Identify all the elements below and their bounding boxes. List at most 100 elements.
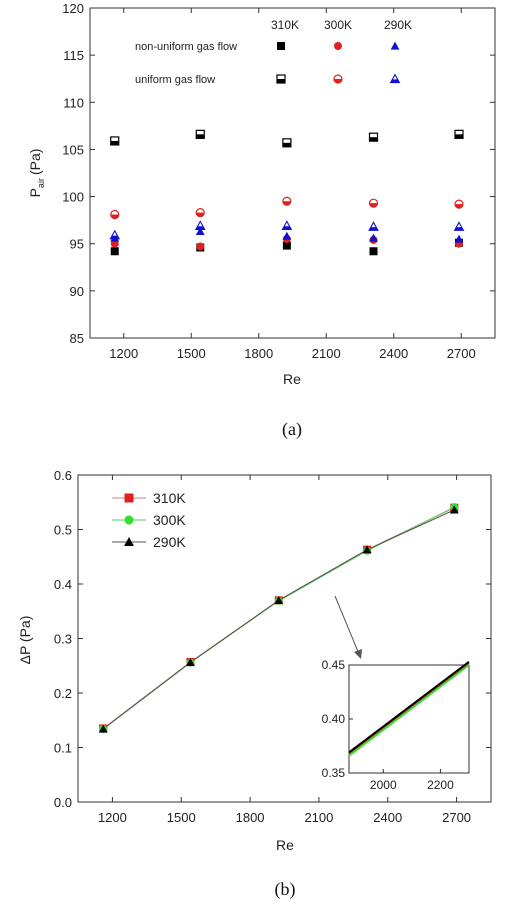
chart-b-y-axis: 0.0 0.1 0.2 0.3 0.4 0.5 0.6	[54, 468, 491, 810]
point-nu310	[369, 247, 378, 256]
point-u300	[110, 209, 120, 220]
legend-col-290k: 290K	[384, 18, 412, 32]
chart-b-legend: 310K 300K 290K	[112, 490, 186, 550]
chart-a-ylabel-main: P	[27, 188, 43, 197]
legend-marker-u310	[276, 74, 286, 84]
chart-b-legend-markers	[112, 493, 146, 547]
legend-col-310k: 310K	[271, 18, 299, 32]
point-nu290	[282, 231, 292, 240]
chart-b-ytick-label: 0.2	[54, 686, 72, 701]
chart-a-xtick-label: 1200	[109, 346, 138, 361]
chart-a-legend: 310K 300K 290K non-uniform gas flow unif…	[135, 18, 412, 86]
legend-marker-nu300	[334, 42, 342, 50]
chart-a-ylabel-sub: air	[36, 178, 46, 188]
chart-b-x-axis: 1200 1500 1800 2100 2400 2700	[98, 475, 471, 825]
legend-marker-u290	[389, 73, 401, 84]
point-u300	[195, 208, 205, 218]
point-nu290	[195, 227, 205, 236]
point-290K	[274, 595, 284, 604]
chart-a-ytick-label: 90	[70, 284, 84, 299]
point-u290	[368, 221, 379, 231]
chart-a-ytick-label: 115	[63, 48, 84, 63]
point-u290	[194, 220, 206, 230]
point-u310	[110, 136, 120, 146]
legend-marker-nu310	[277, 42, 285, 50]
chart-a-y-axis: 85 90 95 100 105 110 115 120	[62, 1, 495, 346]
point-nu290	[454, 234, 464, 243]
chart-b: 0.0 0.1 0.2 0.3 0.4 0.5 0.6 1200 1500 1800 2100 24…	[17, 468, 492, 853]
point-u290	[281, 220, 293, 230]
inset-arrow	[334, 595, 360, 655]
chart-a-xlabel: Re	[283, 371, 301, 387]
chart-b-ytick-label: 0.6	[54, 468, 72, 483]
legend-marker-310K	[124, 493, 134, 503]
point-u310	[195, 129, 205, 139]
point-290K	[98, 724, 108, 733]
chart-a-xtick-label: 2400	[379, 346, 408, 361]
point-nu300	[110, 239, 119, 248]
inset-arrow-head	[354, 649, 362, 659]
point-u300	[454, 199, 464, 209]
caption-b: (b)	[275, 879, 296, 900]
chart-b-ylabel: ΔP (Pa)	[17, 616, 33, 665]
inset-ytick-label: 0.40	[322, 712, 346, 726]
chart-b-ytick-label: 0.3	[54, 632, 72, 647]
legend-marker-nu290	[390, 41, 400, 50]
chart-a-legend-markers	[276, 41, 401, 84]
chart-a-xtick-label: 2100	[312, 346, 341, 361]
legend-marker-300K	[124, 515, 134, 525]
legend-marker-u300	[333, 74, 343, 84]
legend-b-300k: 300K	[153, 512, 186, 528]
point-nu310	[110, 247, 119, 256]
chart-b-ytick-label: 0.0	[54, 795, 72, 810]
chart-b-xtick-label: 1800	[236, 810, 265, 825]
chart-a-xtick-label: 1800	[244, 346, 273, 361]
chart-b-ytick-label: 0.4	[54, 577, 72, 592]
chart-a-ytick-label: 105	[62, 142, 84, 157]
chart-b-xtick-label: 2700	[442, 810, 471, 825]
point-u290	[453, 221, 465, 231]
inset-ytick-label: 0.45	[322, 658, 346, 672]
point-u300	[368, 198, 379, 208]
chart-a-x-axis: 1200 1500 1800 2100 2400 2700	[109, 8, 476, 361]
chart-a: 85 90 95 100 105 110 115 120 1200 1500 1800 2100 24…	[27, 1, 496, 387]
chart-b-xtick-label: 1500	[167, 810, 196, 825]
chart-b-xtick-label: 1200	[98, 810, 127, 825]
point-u300	[282, 196, 292, 206]
chart-b-ytick-label: 0.1	[54, 741, 72, 756]
chart-b-inset: 0.35 0.40 0.45 2000 2200	[322, 658, 470, 792]
legend-row-uniform: uniform gas flow	[135, 74, 215, 86]
chart-b-xtick-label: 2400	[373, 810, 402, 825]
inset-lines	[348, 660, 470, 757]
caption-a: (a)	[282, 419, 302, 440]
chart-a-ylabel-unit: (Pa)	[27, 149, 43, 175]
point-290K	[449, 505, 459, 514]
point-290K	[362, 545, 372, 554]
point-290K	[186, 658, 195, 667]
legend-b-290k: 290K	[153, 534, 186, 550]
point-u310	[368, 132, 379, 142]
inset-line-2	[348, 664, 470, 757]
chart-a-marks	[109, 129, 465, 256]
chart-b-xtick-label: 2100	[304, 810, 333, 825]
chart-b-marks	[98, 503, 459, 733]
point-u310	[454, 129, 464, 139]
point-nu300	[196, 242, 205, 251]
chart-a-ytick-label: 100	[62, 190, 84, 205]
inset-line-1	[348, 660, 470, 754]
inset-xtick-label: 2200	[427, 778, 454, 792]
legend-marker-290K	[124, 537, 134, 547]
chart-a-ytick-label: 95	[70, 237, 84, 252]
chart-a-ylabel: Pair (Pa)	[27, 149, 46, 198]
point-nu310	[282, 241, 291, 250]
point-u310	[282, 138, 292, 148]
legend-b-310k: 310K	[153, 490, 186, 506]
chart-a-ytick-label: 110	[63, 95, 84, 110]
point-nu290	[369, 233, 378, 242]
legend-col-300k: 300K	[324, 18, 352, 32]
chart-a-ytick-label: 85	[70, 331, 84, 346]
chart-b-xlabel: Re	[276, 837, 294, 853]
inset-ytick-label: 0.35	[322, 766, 346, 780]
chart-a-ytick-label: 120	[62, 1, 84, 16]
